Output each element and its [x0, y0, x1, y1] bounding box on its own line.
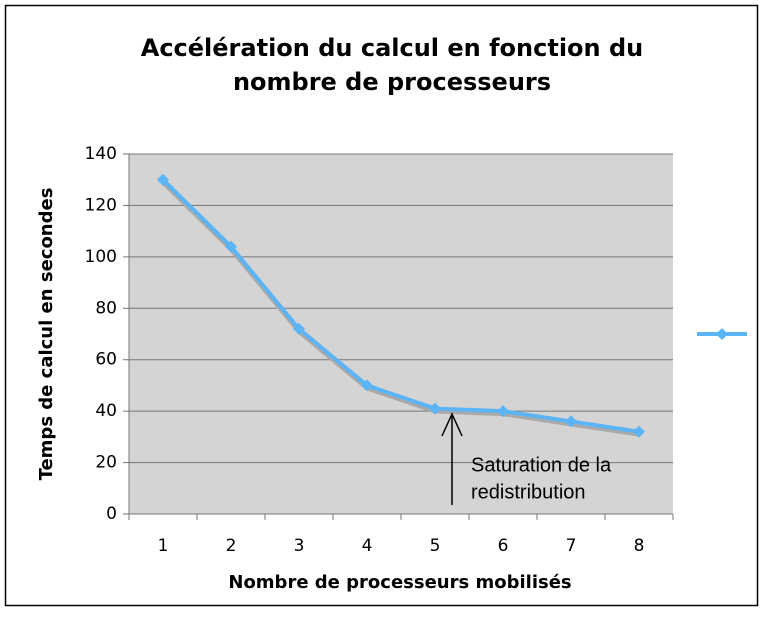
series-marker	[497, 405, 509, 418]
y-tick-label: 80	[95, 298, 117, 318]
x-axis-label: Nombre de processeurs mobilisés	[228, 572, 571, 593]
legend-marker	[716, 328, 728, 340]
x-tick-label: 5	[430, 536, 441, 556]
y-tick-label: 100	[85, 247, 117, 267]
series-marker	[361, 379, 373, 392]
x-tick-label: 8	[634, 536, 645, 556]
series-line	[161, 178, 640, 434]
series-marker	[225, 240, 237, 253]
y-tick-label: 120	[85, 195, 117, 215]
y-tick-label: 140	[85, 144, 117, 164]
annotation: Saturation de la	[471, 454, 612, 476]
series-marker	[633, 425, 645, 438]
x-tick-label: 7	[566, 536, 577, 556]
series-marker	[157, 173, 169, 186]
x-tick-label: 3	[294, 536, 305, 556]
y-axis-label: Temps de calcul en secondes	[36, 188, 57, 481]
x-tick-label: 4	[362, 536, 373, 556]
annotation-arrowhead	[441, 412, 463, 437]
series-marker	[565, 415, 577, 428]
x-tick-label: 6	[498, 536, 509, 556]
chart-title: nombre de processeurs	[233, 68, 551, 96]
chart-title: Accélération du calcul en fonction du	[141, 34, 644, 62]
annotation: redistribution	[471, 481, 586, 503]
y-tick-label: 0	[106, 504, 117, 524]
plot-area	[129, 154, 673, 514]
series-marker	[429, 402, 441, 415]
y-tick-label: 20	[95, 453, 117, 473]
y-tick-label: 60	[95, 350, 117, 370]
y-tick-label: 40	[95, 401, 117, 421]
x-tick-label: 2	[226, 536, 237, 556]
series-marker	[293, 322, 305, 335]
x-tick-label: 1	[158, 536, 169, 556]
